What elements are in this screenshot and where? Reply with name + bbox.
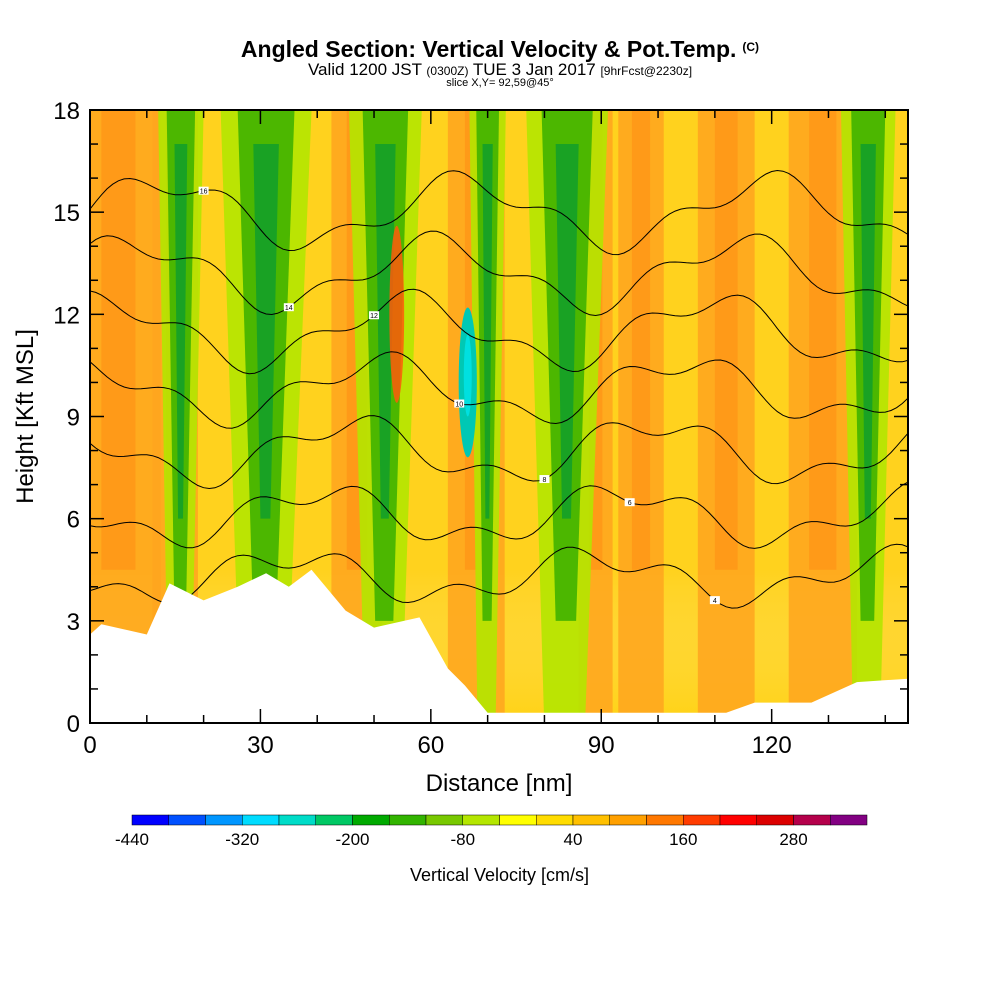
- updraft-core: [809, 110, 837, 570]
- colorbar-swatch: [168, 814, 206, 826]
- y-tick-label: 18: [53, 98, 80, 125]
- slice-info: slice X,Y= 92,59@45°: [446, 77, 554, 89]
- axes: 0 30 60 90 120 0 3 6 9 12 15 18: [53, 98, 908, 759]
- isentrope-line: [90, 481, 908, 549]
- colorbar-swatch: [462, 814, 500, 826]
- downdraft-core: [860, 144, 876, 519]
- y-axis-label: Height [Kft MSL]: [12, 329, 39, 504]
- chart-title: Angled Section: Vertical Velocity & Pot.…: [0, 36, 1000, 63]
- isentrope-line: [90, 415, 908, 490]
- colorbar-tick-label: 160: [669, 830, 697, 849]
- x-tick-label: 30: [247, 732, 274, 759]
- colorbar-swatch: [389, 814, 427, 826]
- y-tick-label: 3: [67, 609, 80, 636]
- title-unit: (C): [742, 40, 760, 54]
- updraft-core: [101, 110, 136, 570]
- isentrope-line: [90, 230, 908, 317]
- colorbar-tick-label: -320: [225, 830, 259, 849]
- isentrope-line: [90, 543, 908, 609]
- colorbar-swatch: [499, 814, 537, 826]
- colorbar-swatch: [793, 814, 831, 826]
- colorbar: -440 -320 -200 -80 40 160 280: [115, 814, 868, 849]
- updraft-core: [714, 110, 738, 570]
- isentrope-label-bg: [709, 596, 720, 605]
- colorbar-swatch: [352, 814, 390, 826]
- colorbar-swatch: [609, 814, 647, 826]
- isentrope-line: [90, 169, 908, 256]
- isentrope-label-bg: [624, 498, 635, 507]
- downdraft-core: [174, 144, 188, 519]
- colorbar-tick-label: 40: [564, 830, 583, 849]
- colorbar-swatch: [425, 814, 463, 826]
- downdraft-core: [375, 144, 396, 519]
- valid-date: TUE 3 Jan 2017: [472, 60, 596, 79]
- isentrope-label: 6: [628, 500, 632, 507]
- isentrope-label: 12: [370, 313, 378, 320]
- valid-prefix: Valid 1200 JST: [307, 60, 422, 79]
- x-axis-label: Distance [nm]: [426, 770, 573, 797]
- isentrope-label: 4: [713, 598, 717, 605]
- y-tick-label: 12: [53, 302, 80, 329]
- x-tick-label: 0: [83, 732, 96, 759]
- isentrope-line: [90, 351, 908, 429]
- x-tick-label: 90: [588, 732, 615, 759]
- isentrope-label: 10: [455, 402, 463, 409]
- x-tick-label: 60: [417, 732, 444, 759]
- colorbar-swatch: [205, 814, 243, 826]
- potential-temperature-contours: 16 14 12 10 8 6 4: [90, 169, 908, 609]
- colorbar-label: Vertical Velocity [cm/s]: [410, 865, 589, 885]
- isentrope-label: 8: [542, 477, 546, 484]
- isentrope-label: 16: [200, 189, 208, 196]
- forecast-info: [9hrFcst@2230z]: [600, 64, 693, 78]
- downdraft-core: [482, 144, 493, 519]
- strong-updraft-core: [389, 225, 405, 403]
- colorbar-tick-label: -80: [450, 830, 475, 849]
- downdraft-core: [555, 144, 579, 519]
- strong-downdraft-core: [463, 334, 472, 417]
- isentrope-label: 14: [285, 305, 293, 312]
- velocity-bands: [90, 110, 908, 723]
- colorbar-swatch: [572, 814, 610, 826]
- colorbar-tick-label: -440: [115, 830, 149, 849]
- colorbar-tick-label: 280: [779, 830, 807, 849]
- isentrope-label-bg: [283, 303, 294, 312]
- y-tick-label: 15: [53, 200, 80, 227]
- colorbar-tick-label: -200: [335, 830, 369, 849]
- colorbar-swatch: [131, 814, 169, 826]
- colorbar-swatch: [683, 814, 721, 826]
- title-text: Angled Section: Vertical Velocity & Pot.…: [240, 36, 737, 62]
- colorbar-swatch: [315, 814, 353, 826]
- updraft-core: [631, 110, 651, 570]
- valid-utc: (0300Z): [426, 64, 469, 78]
- plot-area: 16 14 12 10 8 6 4: [90, 110, 908, 723]
- y-tick-label: 6: [67, 507, 80, 534]
- colorbar-swatch: [278, 814, 316, 826]
- isentrope-label-bg: [539, 475, 550, 484]
- colorbar-swatch: [830, 814, 868, 826]
- y-tick-label: 0: [67, 711, 80, 738]
- colorbar-swatch: [536, 814, 574, 826]
- isentrope-label-bg: [454, 399, 465, 408]
- valid-time: Valid 1200 JST (0300Z) TUE 3 Jan 2017 [9…: [0, 60, 1000, 80]
- terrain-mask: [90, 569, 908, 723]
- colorbar-swatch: [719, 814, 757, 826]
- colorbar-swatch: [756, 814, 794, 826]
- isentrope-line: [90, 288, 908, 375]
- isentrope-label-bg: [369, 311, 380, 320]
- x-tick-label: 120: [752, 732, 792, 759]
- colorbar-swatch: [242, 814, 280, 826]
- isentrope-label-bg: [198, 186, 209, 195]
- y-tick-label: 9: [67, 405, 80, 432]
- downdraft-core: [253, 144, 279, 519]
- colorbar-swatch: [646, 814, 684, 826]
